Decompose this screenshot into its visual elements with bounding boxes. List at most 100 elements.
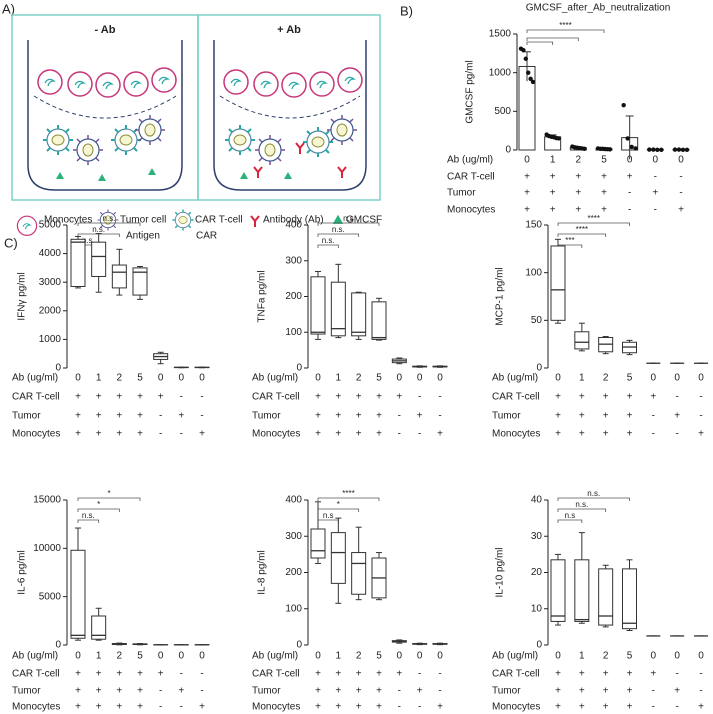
condition-value: - [200, 686, 203, 697]
condition-value: + [335, 669, 341, 680]
condition-value: + [603, 686, 609, 697]
condition-value: + [75, 702, 81, 713]
significance-bracket [557, 519, 583, 523]
condition-value: 0 [651, 651, 657, 662]
y-tick-label: 1000 [489, 67, 512, 78]
condition-value: 2 [356, 373, 362, 384]
condition-value: - [180, 392, 183, 403]
condition-value: + [678, 205, 684, 216]
significance-label: n.s. [103, 214, 116, 223]
y-axis-label: GMCSF pg/ml [465, 60, 476, 123]
condition-value: + [96, 429, 102, 440]
significance-bracket [317, 497, 380, 501]
condition-value: + [603, 429, 609, 440]
y-tick-label: 0 [55, 640, 61, 651]
y-tick-label: 500 [494, 106, 511, 117]
condition-value: + [356, 702, 362, 713]
condition-value: + [555, 669, 561, 680]
condition-value: 0 [653, 155, 659, 166]
condition-value: - [679, 188, 682, 199]
box [550, 245, 566, 321]
condition-value: - [654, 205, 657, 216]
condition-value: + [555, 411, 561, 422]
condition-value: + [116, 702, 122, 713]
condition-value: + [417, 411, 423, 422]
condition-value: + [601, 172, 607, 183]
condition-value: + [579, 392, 585, 403]
condition-label: Tumor [12, 686, 41, 697]
condition-value: + [137, 686, 143, 697]
condition-value: + [315, 669, 321, 680]
condition-value: 0 [555, 373, 561, 384]
condition-value: - [438, 686, 441, 697]
condition-value: 0 [698, 373, 704, 384]
condition-value: + [417, 686, 423, 697]
data-point [672, 147, 678, 152]
condition-value: 1 [579, 651, 585, 662]
condition-value: 2 [117, 373, 123, 384]
y-tick-label: 150 [525, 220, 542, 231]
condition-value: + [75, 686, 81, 697]
condition-value: + [396, 669, 402, 680]
y-tick-label: 100 [285, 603, 302, 614]
condition-label: Monocytes [12, 429, 60, 440]
condition-value: + [335, 702, 341, 713]
y-tick-label: 10 [531, 603, 543, 614]
condition-value: + [550, 188, 556, 199]
y-axis-label: IL-10 pg/ml [495, 547, 506, 597]
data-point [684, 147, 690, 152]
data-point [625, 136, 630, 141]
condition-value: - [159, 411, 162, 422]
condition-value: + [158, 669, 164, 680]
significance-label: n.s. [82, 511, 95, 520]
significance-label: **** [588, 214, 600, 223]
y-tick-label: 200 [285, 567, 302, 578]
y-tick-label: 40 [531, 495, 543, 506]
data-point [651, 147, 656, 152]
monocytes [37, 67, 363, 98]
condition-value: 0 [158, 373, 164, 384]
panel-label: B) [400, 3, 413, 18]
panel-label: C) [4, 235, 18, 250]
significance-label: **** [559, 21, 571, 30]
significance-bracket [317, 233, 360, 237]
data-point [607, 147, 613, 152]
significance-label: n.s [323, 511, 334, 520]
condition-value: + [75, 669, 81, 680]
condition-value: - [699, 669, 702, 680]
y-tick-label: 0 [296, 363, 302, 374]
condition-value: + [75, 392, 81, 403]
condition-value: 0 [315, 373, 321, 384]
box [574, 331, 590, 350]
box [550, 559, 566, 622]
condition-value: + [137, 411, 143, 422]
condition-value: + [75, 411, 81, 422]
condition-value: + [627, 702, 633, 713]
condition-value: - [675, 702, 678, 713]
condition-value: 0 [179, 373, 185, 384]
condition-value: + [698, 702, 704, 713]
condition-value: + [627, 686, 633, 697]
box [70, 238, 86, 287]
significance-bracket [317, 519, 339, 523]
condition-value: + [550, 172, 556, 183]
condition-value: + [315, 686, 321, 697]
condition-value: + [555, 392, 561, 403]
condition-value: + [555, 429, 561, 440]
condition-value: + [396, 392, 402, 403]
significance-bracket [557, 233, 607, 237]
legend: Monocytes Tumor cell Antigen CAR T-cell … [16, 208, 382, 242]
data-point [528, 76, 533, 82]
condition-value: + [178, 411, 184, 422]
condition-value: + [550, 205, 556, 216]
y-tick-label: 300 [285, 255, 302, 266]
condition-value: + [376, 669, 382, 680]
condition-value: - [652, 411, 655, 422]
condition-value: - [180, 429, 183, 440]
y-tick-label: 400 [285, 220, 302, 231]
condition-label: Monocytes [492, 702, 540, 713]
condition-value: + [356, 392, 362, 403]
legend-label: CAR [196, 231, 217, 242]
condition-value: 5 [627, 651, 633, 662]
